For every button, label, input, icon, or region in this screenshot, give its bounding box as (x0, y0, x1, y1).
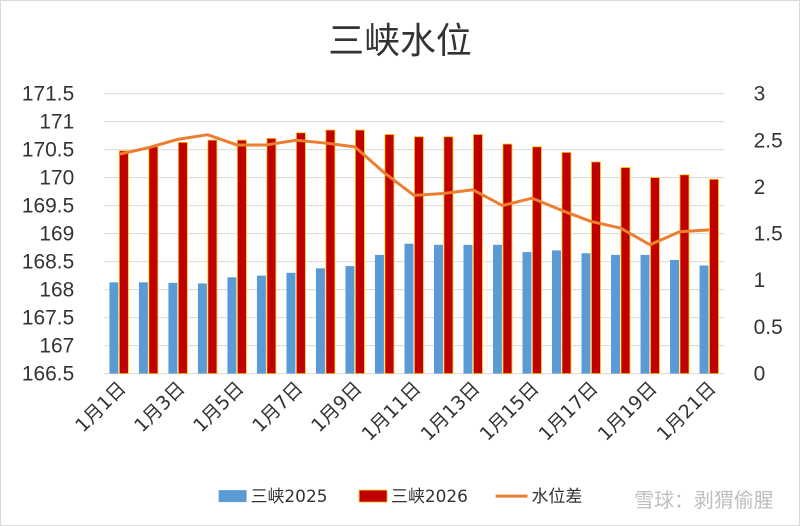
x-axis-ticks: 1月1日 1月3日 1月5日 1月7日 1月9日1月11日1月13日1月15日1月17日… (71, 377, 720, 445)
bar-2026 (384, 134, 395, 374)
legend-label-diff: 水位差 (531, 486, 582, 506)
right-tick-label: 1.5 (754, 223, 783, 246)
bar-2025 (670, 259, 680, 374)
left-tick-label: 168.5 (22, 251, 74, 274)
right-tick-label: 2 (754, 176, 766, 199)
right-tick-label: 2.5 (754, 129, 783, 152)
left-tick-label: 168 (39, 279, 74, 302)
x-tick-label: 1月13日 (417, 377, 485, 445)
bar-2026 (650, 177, 660, 374)
bar-2025 (611, 254, 620, 374)
difference-line-layer (118, 133, 710, 247)
bar-2026 (266, 138, 277, 374)
legend-swatch-2025 (218, 490, 247, 503)
bar-2026 (679, 174, 690, 374)
left-tick-label: 167 (39, 335, 74, 358)
legend-swatch-2026 (358, 489, 388, 503)
bar-2025 (699, 265, 709, 374)
bar-2026 (237, 139, 247, 374)
left-tick-label: 171 (39, 111, 74, 134)
bar-2025 (522, 252, 532, 374)
x-tick-label: 1月21日 (653, 377, 721, 445)
bar-2025 (315, 268, 325, 374)
bar-2025 (227, 277, 237, 374)
x-tick-label: 1月19日 (594, 377, 662, 445)
bar-2026 (532, 146, 542, 374)
bar-2026 (355, 129, 365, 374)
bar-2026 (118, 150, 129, 374)
gridlines (104, 93, 724, 375)
x-tick-label: 1月11日 (358, 377, 426, 445)
watermark: 雪球：剥猬偷腥 (634, 489, 773, 512)
legend-label-2026: 三峡2026 (391, 486, 468, 506)
bar-2026 (561, 152, 572, 374)
bar-2026 (296, 132, 306, 374)
right-tick-label: 0 (754, 363, 766, 386)
bar-2025 (581, 253, 591, 374)
left-tick-label: 166.5 (22, 363, 74, 386)
x-tick-label: 1月7日 (248, 377, 307, 436)
bar-2026 (709, 178, 719, 374)
left-tick-label: 169.5 (22, 195, 74, 218)
bar-2026 (620, 167, 631, 374)
difference-line (118, 133, 710, 247)
bar-2026 (207, 139, 218, 374)
right-tick-label: 1 (754, 269, 766, 292)
bar-2025 (374, 254, 384, 374)
bar-2026 (414, 136, 424, 374)
legend-label-2025: 三峡2025 (251, 486, 328, 506)
bar-2025 (433, 244, 443, 374)
bar-2025 (109, 282, 119, 374)
bar-2025 (640, 254, 650, 374)
bar-2025 (463, 244, 473, 374)
x-tick-label: 1月15日 (476, 377, 544, 445)
left-tick-label: 170.5 (22, 139, 74, 162)
legend: 三峡2025 三峡2026 水位差 (218, 486, 582, 506)
right-tick-label: 0.5 (754, 316, 783, 339)
x-tick-label: 1月5日 (189, 377, 248, 436)
bar-2025 (138, 282, 148, 374)
x-tick-label: 1月3日 (130, 377, 189, 436)
bar-2025 (493, 244, 502, 374)
bar-2026 (473, 134, 483, 374)
left-tick-label: 167.5 (22, 307, 74, 330)
right-tick-label: 3 (754, 83, 766, 106)
bar-2026 (591, 161, 601, 374)
x-tick-label: 1月9日 (307, 377, 366, 436)
left-tick-label: 169 (39, 223, 74, 246)
left-axis-ticks: 166.5 167 167.5 168 168.5 169 169.5 170 170.5 171… (22, 83, 74, 386)
bar-2025 (168, 282, 178, 374)
bar-2026 (443, 136, 454, 374)
bar-2026 (325, 129, 336, 374)
bar-2025 (404, 243, 414, 374)
bar-2026 (177, 141, 188, 374)
bar-2026 (148, 146, 159, 374)
bar-2025 (552, 250, 561, 374)
bars (109, 129, 719, 374)
bar-2025 (345, 266, 355, 374)
chart-title: 三峡水位 (328, 21, 471, 62)
right-axis-ticks: 0 0.5 1 1.5 2 2.5 3 (754, 83, 783, 386)
x-tick-label: 1月17日 (535, 377, 603, 445)
left-tick-label: 171.5 (22, 83, 74, 106)
bar-2025 (256, 275, 266, 374)
left-tick-label: 170 (39, 167, 74, 190)
bar-2025 (197, 283, 207, 374)
bar-2025 (286, 272, 296, 374)
x-tick-label: 1月1日 (71, 377, 130, 436)
bar-2026 (502, 143, 513, 374)
